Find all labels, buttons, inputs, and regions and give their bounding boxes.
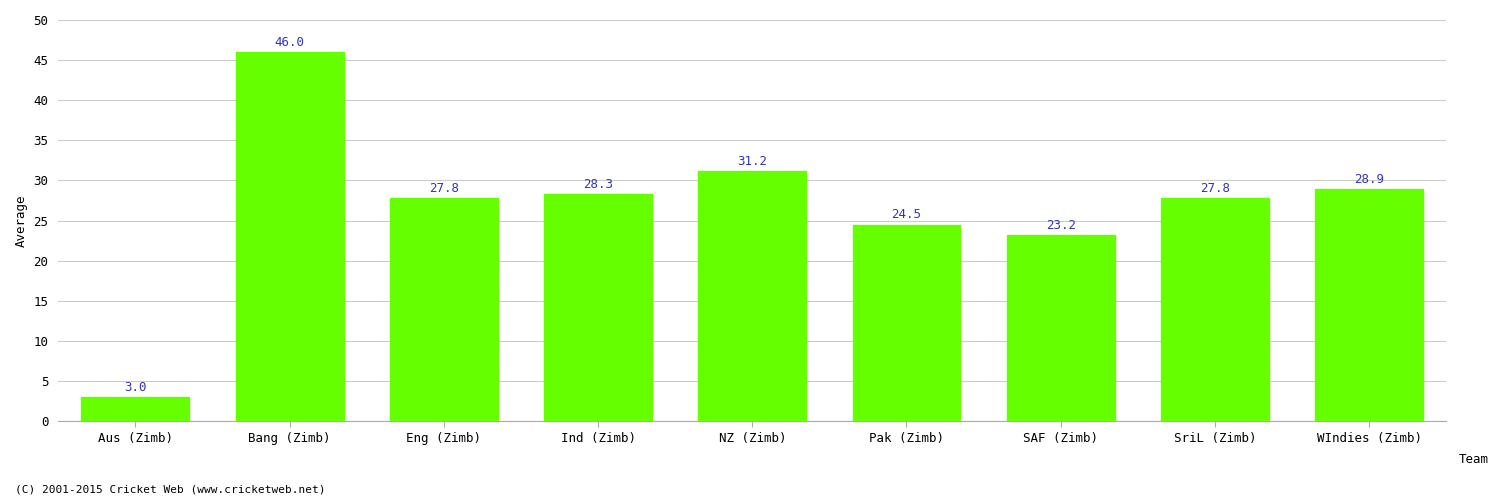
Text: 28.9: 28.9	[1354, 173, 1384, 186]
Text: 28.3: 28.3	[584, 178, 614, 191]
Text: 27.8: 27.8	[1200, 182, 1230, 195]
Bar	[236, 52, 344, 421]
Text: 31.2: 31.2	[738, 154, 768, 168]
Bar	[1007, 235, 1114, 421]
Bar	[544, 194, 652, 421]
Bar	[699, 171, 806, 421]
Bar	[1161, 198, 1269, 421]
Bar	[852, 224, 960, 421]
Bar	[81, 397, 189, 421]
Text: (C) 2001-2015 Cricket Web (www.cricketweb.net): (C) 2001-2015 Cricket Web (www.cricketwe…	[15, 485, 326, 495]
Y-axis label: Average: Average	[15, 194, 28, 247]
Text: 27.8: 27.8	[429, 182, 459, 195]
Text: 23.2: 23.2	[1046, 219, 1076, 232]
Text: 46.0: 46.0	[274, 36, 304, 49]
Bar	[390, 198, 498, 421]
Text: 3.0: 3.0	[124, 381, 147, 394]
Bar	[1316, 190, 1424, 421]
Text: 24.5: 24.5	[891, 208, 921, 222]
X-axis label: Team: Team	[1460, 454, 1490, 466]
